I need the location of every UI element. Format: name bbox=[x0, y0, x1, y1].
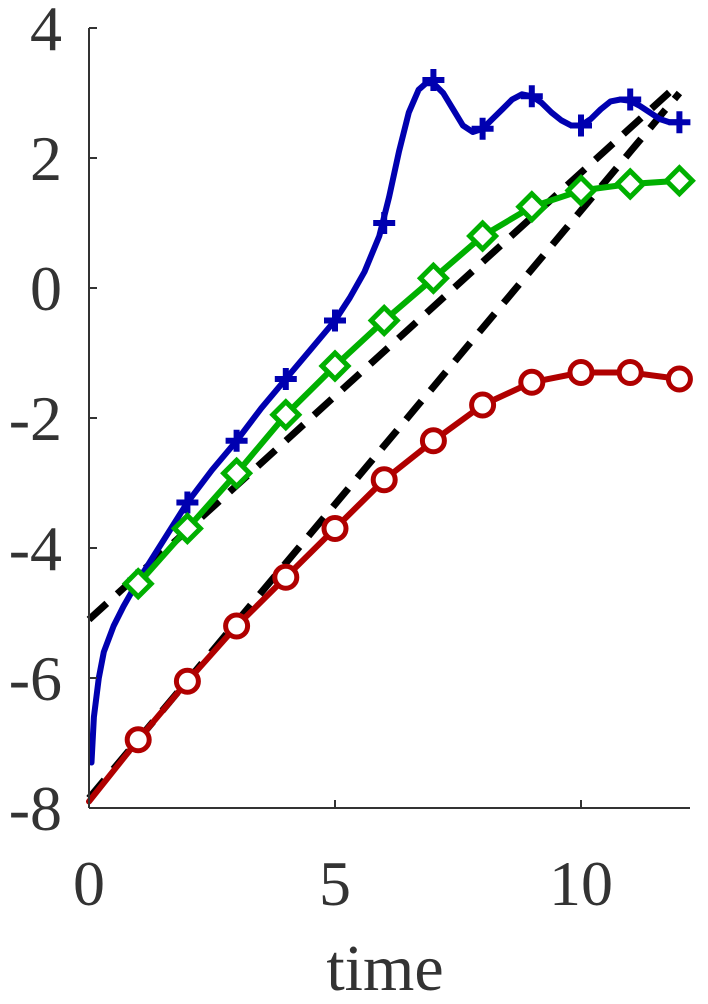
plus-marker bbox=[225, 429, 248, 452]
diamond-marker bbox=[662, 164, 696, 198]
plus-marker bbox=[520, 85, 543, 108]
diamond-marker bbox=[564, 173, 598, 208]
circle-marker bbox=[518, 368, 546, 396]
plus-marker bbox=[619, 88, 642, 111]
plus-marker bbox=[471, 117, 494, 140]
diamond-marker bbox=[220, 456, 254, 490]
diamond-marker bbox=[121, 567, 155, 601]
plus-marker bbox=[570, 114, 592, 137]
plus-marker bbox=[373, 212, 396, 234]
circle-marker bbox=[173, 667, 201, 695]
diamond-marker bbox=[367, 303, 401, 338]
diamond-marker bbox=[170, 511, 204, 546]
diamond-marker bbox=[466, 219, 500, 253]
x-tick-label: 10 bbox=[549, 848, 613, 919]
diamond-marker bbox=[613, 167, 647, 201]
plus-marker bbox=[324, 309, 346, 332]
plus-marker bbox=[176, 491, 199, 514]
y-tick-label: -6 bbox=[9, 643, 62, 714]
y-tick-label: -8 bbox=[9, 773, 62, 844]
y-tick-label: 2 bbox=[30, 123, 62, 194]
circle-marker bbox=[321, 515, 349, 542]
diamond-marker bbox=[416, 261, 450, 295]
x-tick-label: 5 bbox=[319, 848, 351, 919]
circle-marker bbox=[616, 359, 644, 386]
y-tick-label: 4 bbox=[30, 0, 62, 64]
circle-marker bbox=[469, 391, 497, 419]
y-ticks: -8 -6 -4 -2 0 2 4 bbox=[9, 0, 97, 844]
plot-marks bbox=[86, 69, 696, 805]
x-ticks: 0 5 10 bbox=[73, 800, 613, 919]
diamond-marker bbox=[269, 398, 303, 432]
circle-marker bbox=[665, 365, 693, 393]
x-tick-label: 0 bbox=[73, 848, 105, 919]
circle-marker bbox=[272, 563, 300, 591]
circle-marker bbox=[567, 359, 595, 386]
circle-marker bbox=[124, 726, 152, 754]
circle-marker bbox=[370, 466, 398, 494]
circle-marker bbox=[419, 427, 447, 455]
plus-marker bbox=[422, 69, 445, 91]
x-axis-label: time bbox=[326, 932, 443, 1004]
series-line bbox=[86, 369, 683, 805]
y-tick-label: -4 bbox=[9, 513, 62, 584]
axes: -8 -6 -4 -2 0 2 4 0 5 10 bbox=[9, 0, 690, 919]
circle-marker bbox=[223, 612, 251, 640]
diamond-marker bbox=[515, 190, 549, 224]
plus-marker bbox=[668, 111, 691, 134]
plus-marker bbox=[274, 368, 297, 390]
y-tick-label: 0 bbox=[30, 253, 62, 324]
diamond-marker bbox=[318, 349, 352, 383]
y-tick-label: -2 bbox=[9, 383, 62, 454]
series-line bbox=[135, 177, 683, 587]
